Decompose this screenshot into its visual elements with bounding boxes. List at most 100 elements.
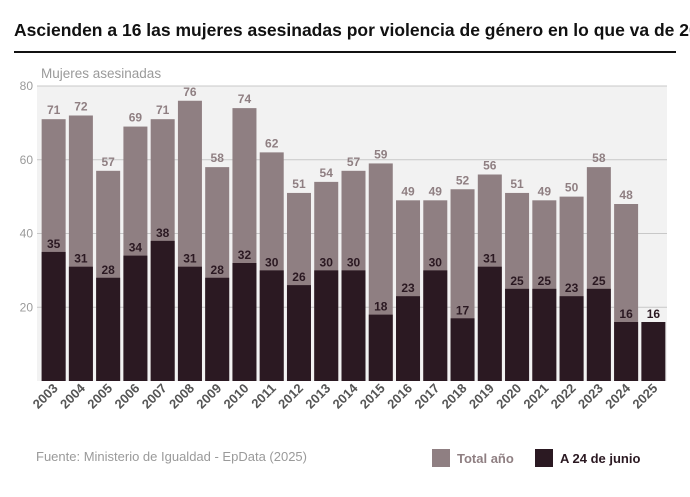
bar-junio-2018	[450, 318, 475, 381]
label-junio-2010: 32	[238, 248, 252, 262]
bar-junio-2020	[505, 288, 530, 381]
y-tick-label-40: 40	[20, 227, 34, 241]
label-junio-2024: 16	[619, 307, 633, 321]
label-total-2014: 57	[347, 155, 361, 169]
label-junio-2023: 25	[592, 274, 606, 288]
legend-swatch-junio	[535, 449, 553, 467]
label-total-2007: 71	[156, 103, 170, 117]
label-total-2013: 54	[320, 166, 334, 180]
legend-item-total: Total año	[432, 449, 514, 467]
x-tick-label-2025: 2025	[629, 381, 660, 412]
bar-junio-2005	[96, 277, 121, 381]
bar-junio-2009	[205, 277, 230, 381]
label-junio-2014: 30	[347, 255, 361, 269]
bar-junio-2015	[368, 314, 393, 381]
x-tick-label-2007: 2007	[139, 381, 170, 412]
bar-junio-2017	[423, 270, 448, 381]
label-junio-2019: 31	[483, 252, 497, 266]
label-junio-2020: 25	[510, 274, 524, 288]
label-junio-2022: 23	[565, 281, 579, 295]
label-total-2009: 58	[211, 151, 225, 165]
label-total-2003: 71	[47, 103, 61, 117]
title-divider	[14, 51, 676, 53]
label-total-2024: 48	[619, 188, 633, 202]
x-tick-label-2019: 2019	[466, 381, 497, 412]
x-tick-label-2014: 2014	[330, 380, 362, 412]
label-junio-2007: 38	[156, 226, 170, 240]
label-junio-2025: 16	[647, 307, 661, 321]
y-tick-label-20: 20	[20, 300, 34, 314]
label-total-2022: 50	[565, 181, 579, 195]
x-tick-label-2011: 2011	[248, 381, 279, 412]
bar-junio-2014	[341, 270, 366, 381]
x-tick-label-2022: 2022	[548, 381, 579, 412]
bar-junio-2003	[41, 251, 66, 381]
bar-junio-2007	[150, 240, 175, 381]
legend-swatch-total	[432, 449, 450, 467]
bar-junio-2010	[232, 263, 257, 381]
y-axis-label: Mujeres asesinadas	[41, 66, 161, 81]
x-tick-label-2024: 2024	[602, 380, 634, 412]
y-tick-label-80: 80	[20, 79, 34, 93]
x-tick-label-2006: 2006	[111, 381, 142, 412]
label-total-2016: 49	[401, 184, 415, 198]
label-junio-2008: 31	[183, 252, 197, 266]
x-tick-label-2020: 2020	[493, 381, 524, 412]
label-total-2012: 51	[292, 177, 306, 191]
bar-junio-2011	[259, 270, 284, 381]
bar-junio-2022	[559, 296, 584, 381]
x-tick-label-2008: 2008	[166, 381, 197, 412]
x-tick-label-2003: 2003	[30, 381, 61, 412]
legend-label-total: Total año	[457, 450, 514, 466]
legend-label-junio: A 24 de junio	[560, 450, 641, 466]
label-junio-2006: 34	[129, 241, 143, 255]
label-junio-2021: 25	[538, 274, 552, 288]
label-total-2006: 69	[129, 111, 143, 125]
x-tick-label-2012: 2012	[275, 381, 306, 412]
bar-junio-2016	[396, 296, 421, 381]
bar-junio-2019	[477, 266, 502, 381]
label-total-2010: 74	[238, 92, 252, 106]
x-tick-label-2016: 2016	[384, 381, 415, 412]
x-tick-label-2009: 2009	[193, 381, 224, 412]
label-total-2011: 62	[265, 136, 279, 150]
x-tick-label-2010: 2010	[221, 381, 252, 412]
bar-junio-2012	[286, 285, 311, 381]
x-tick-label-2015: 2015	[357, 381, 388, 412]
label-total-2021: 49	[538, 184, 552, 198]
bar-junio-2024	[614, 322, 639, 381]
label-junio-2017: 30	[429, 255, 443, 269]
bar-junio-2004	[68, 266, 93, 381]
bar-junio-2006	[123, 255, 148, 381]
source-note: Fuente: Ministerio de Igualdad - EpData …	[36, 449, 307, 464]
label-junio-2016: 23	[401, 281, 415, 295]
bar-junio-2023	[586, 288, 611, 381]
label-total-2015: 59	[374, 147, 388, 161]
label-junio-2005: 28	[101, 263, 115, 277]
label-junio-2013: 30	[320, 255, 334, 269]
label-total-2017: 49	[429, 184, 443, 198]
y-tick-label-60: 60	[20, 153, 34, 167]
x-tick-label-2018: 2018	[439, 381, 470, 412]
label-junio-2003: 35	[47, 237, 61, 251]
label-total-2019: 56	[483, 159, 497, 173]
label-total-2004: 72	[74, 100, 88, 114]
label-junio-2015: 18	[374, 300, 388, 314]
label-junio-2004: 31	[74, 252, 88, 266]
label-junio-2018: 17	[456, 303, 470, 317]
label-total-2008: 76	[183, 85, 197, 99]
bar-junio-2008	[177, 266, 202, 381]
bar-junio-2021	[532, 288, 557, 381]
label-junio-2009: 28	[211, 263, 225, 277]
label-junio-2011: 30	[265, 255, 279, 269]
label-total-2020: 51	[510, 177, 524, 191]
label-junio-2012: 26	[292, 270, 306, 284]
chart-title: Ascienden a 16 las mujeres asesinadas po…	[14, 20, 690, 40]
x-tick-label-2023: 2023	[575, 381, 606, 412]
x-tick-label-2021: 2021	[520, 381, 551, 412]
x-tick-label-2013: 2013	[302, 381, 333, 412]
x-tick-label-2004: 2004	[57, 380, 89, 412]
bar-junio-2025	[641, 322, 666, 381]
label-total-2018: 52	[456, 173, 470, 187]
